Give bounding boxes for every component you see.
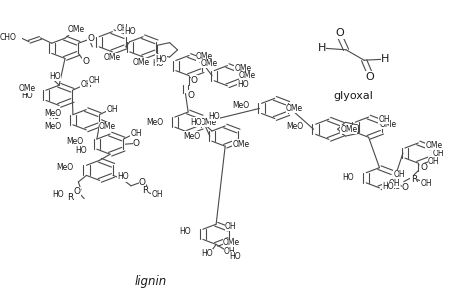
Text: OMe: OMe xyxy=(132,58,149,67)
Text: MeO: MeO xyxy=(66,137,83,146)
Text: O: O xyxy=(74,187,81,196)
Text: glyoxal: glyoxal xyxy=(334,91,374,101)
Text: OMe: OMe xyxy=(196,52,213,61)
Text: OH: OH xyxy=(106,105,118,114)
Text: HO: HO xyxy=(208,112,219,121)
Text: OMe: OMe xyxy=(286,104,303,113)
Text: O: O xyxy=(188,91,195,100)
Text: HO: HO xyxy=(152,59,164,68)
Text: HO: HO xyxy=(155,54,167,63)
Text: HO: HO xyxy=(179,227,191,236)
Text: OMe: OMe xyxy=(235,64,252,73)
Text: MeO: MeO xyxy=(287,122,304,131)
Text: OH: OH xyxy=(393,170,405,179)
Text: R: R xyxy=(67,193,74,202)
Text: O: O xyxy=(87,34,94,43)
Text: MeO: MeO xyxy=(45,122,62,131)
Text: OH: OH xyxy=(225,222,237,231)
Text: lignin: lignin xyxy=(135,275,167,289)
Text: OMe: OMe xyxy=(104,53,121,62)
Text: OMe: OMe xyxy=(425,141,442,150)
Text: O: O xyxy=(420,163,427,172)
Text: HO: HO xyxy=(125,27,136,36)
Text: R: R xyxy=(410,175,417,184)
Text: HO: HO xyxy=(75,146,87,155)
Text: HO: HO xyxy=(389,182,401,191)
Text: MeO: MeO xyxy=(232,101,249,110)
Text: HO: HO xyxy=(229,252,241,261)
Text: HO: HO xyxy=(52,190,64,199)
Text: HO: HO xyxy=(49,72,61,81)
Text: CHO: CHO xyxy=(0,33,17,42)
Text: HO: HO xyxy=(201,249,213,258)
Text: OH: OH xyxy=(117,24,128,33)
Text: OMe: OMe xyxy=(99,122,116,131)
Text: HO: HO xyxy=(117,173,129,181)
Text: OH: OH xyxy=(428,157,439,166)
Text: O: O xyxy=(133,139,140,148)
Text: OMe: OMe xyxy=(201,59,218,68)
Text: OH: OH xyxy=(80,80,92,89)
Text: OMe: OMe xyxy=(340,125,357,134)
Text: OH: OH xyxy=(130,129,142,138)
Text: O: O xyxy=(336,28,345,39)
Text: MeO: MeO xyxy=(146,118,163,126)
Text: MeO: MeO xyxy=(45,109,62,118)
Text: HO: HO xyxy=(21,91,33,100)
Text: O: O xyxy=(191,76,198,85)
Text: OH: OH xyxy=(389,179,400,188)
Text: OMe: OMe xyxy=(232,140,249,149)
Text: MeO: MeO xyxy=(183,132,200,141)
Text: O: O xyxy=(139,178,146,187)
Text: OMe: OMe xyxy=(68,25,85,34)
Text: R: R xyxy=(142,186,149,195)
Text: O: O xyxy=(365,71,374,82)
Text: OMe: OMe xyxy=(223,238,240,248)
Text: O: O xyxy=(82,57,89,66)
Text: OH: OH xyxy=(88,76,100,85)
Text: OH: OH xyxy=(224,247,236,256)
Text: OH: OH xyxy=(420,179,432,188)
Text: OMe: OMe xyxy=(200,118,217,126)
Text: H: H xyxy=(318,43,326,53)
Text: O: O xyxy=(402,183,409,192)
Text: OMe: OMe xyxy=(380,120,397,129)
Text: OH: OH xyxy=(432,149,444,158)
Text: OMe: OMe xyxy=(239,71,256,80)
Text: OMe: OMe xyxy=(19,84,36,93)
Text: OH: OH xyxy=(151,190,163,199)
Text: HO: HO xyxy=(237,80,249,89)
Text: OH: OH xyxy=(378,115,390,124)
Text: HO: HO xyxy=(48,112,60,121)
Text: H: H xyxy=(381,54,390,64)
Text: HO: HO xyxy=(343,173,354,182)
Text: HO: HO xyxy=(382,182,393,191)
Text: HO: HO xyxy=(191,118,202,126)
Text: MeO: MeO xyxy=(56,163,73,172)
